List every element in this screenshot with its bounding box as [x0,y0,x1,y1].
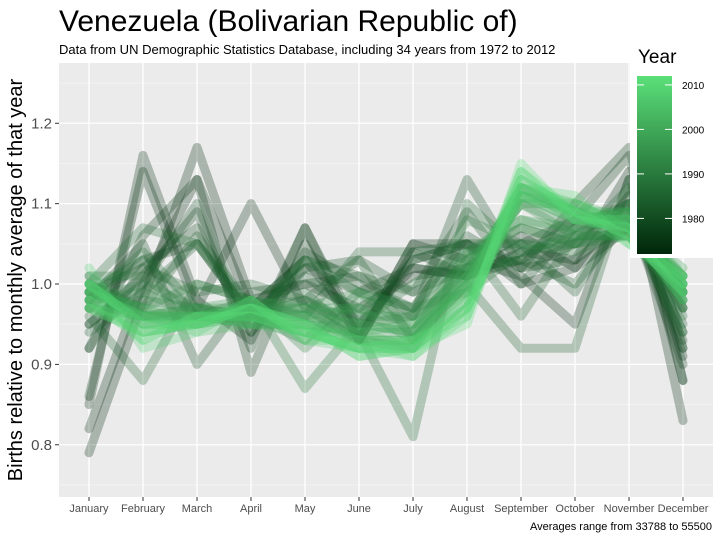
chart-caption: Averages range from 33788 to 55500 [530,521,712,533]
series-line-1994 [84,199,688,329]
x-tick-label: November [604,503,655,515]
legend-tick-label: 1980 [682,214,705,225]
series-line-1999 [84,183,688,345]
series-line-1985 [84,199,688,385]
series-line-1983 [84,215,688,313]
series-line-1996 [84,207,688,337]
chart-title: Venezuela (Bolivarian Republic of) [59,5,518,38]
x-tick-label: September [494,503,548,515]
legend-tick-label: 1990 [682,170,705,181]
series-line-1975 [84,150,688,410]
legend-title: Year [638,47,677,68]
series-line-1981 [84,199,688,353]
series-line-1984 [84,175,688,353]
legend-colorbar [637,76,672,254]
series-line-1986 [84,183,688,442]
x-tick-label: January [69,503,109,515]
x-tick-label: March [182,503,213,515]
series-line-2007 [84,167,688,361]
x-tick-label: June [347,503,371,515]
series-line-2001 [84,191,688,337]
series-line-1974 [84,167,688,401]
legend: Year 1980 1990 2000 2010 [630,40,714,258]
series-line-1990 [84,231,688,329]
series-line-1991 [84,223,688,345]
x-tick-label: July [403,503,423,515]
series-line-1976 [84,150,688,385]
series-line-1988 [84,223,688,329]
series-line-1998 [84,191,688,337]
x-tick-label: December [658,503,709,515]
y-tick-label: 1.0 [31,276,52,293]
plot-panel [59,63,713,497]
legend-tick-label: 2000 [682,125,705,136]
series-line-2009 [84,175,688,361]
series-line-2004 [84,191,688,353]
series-line-1982 [84,199,688,337]
x-tick-label: August [450,503,484,515]
series-line-2003 [84,183,688,353]
y-tick-label: 1.2 [31,115,52,132]
series-line-1989 [84,215,688,393]
series-line-2000 [84,183,688,337]
series-line-2002 [84,183,688,345]
series-line-2012 [84,159,688,361]
series-line-1995 [84,199,688,329]
x-tick-label: October [555,503,594,515]
series-lines [84,142,688,458]
series-line-1987 [84,215,688,353]
series-line-1980 [84,175,688,369]
series-line-2008 [84,191,688,353]
series-line-1973 [84,167,688,434]
series-line-2006 [84,191,688,353]
series-line-1993 [84,215,688,337]
series-line-1972 [84,142,688,458]
major-gridlines [59,63,713,497]
series-line-1997 [84,199,688,345]
x-axis-ticks: January February March April May June July Augu… [69,497,709,515]
series-line-2010 [84,183,688,361]
y-axis-ticks: 0.8 0.9 1.0 1.1 1.2 [31,115,59,454]
y-tick-label: 0.9 [31,356,52,373]
series-line-1978 [84,207,688,369]
y-tick-label: 1.1 [31,196,52,213]
y-tick-label: 0.8 [31,437,52,454]
y-axis-label: Births relative to monthly average of th… [5,78,27,481]
legend-ticks: 1980 1990 2000 2010 [637,81,705,225]
chart-subtitle: Data from UN Demographic Statistics Data… [59,42,555,57]
series-line-2005 [84,175,688,345]
series-line-1979 [84,215,688,353]
x-tick-label: February [121,503,166,515]
series-line-1992 [84,199,688,353]
legend-tick-label: 2010 [682,81,705,92]
series-line-2011 [84,167,688,353]
series-line-1977 [84,142,688,353]
x-tick-label: May [295,503,316,515]
x-tick-label: April [240,503,262,515]
minor-gridlines [59,82,713,486]
